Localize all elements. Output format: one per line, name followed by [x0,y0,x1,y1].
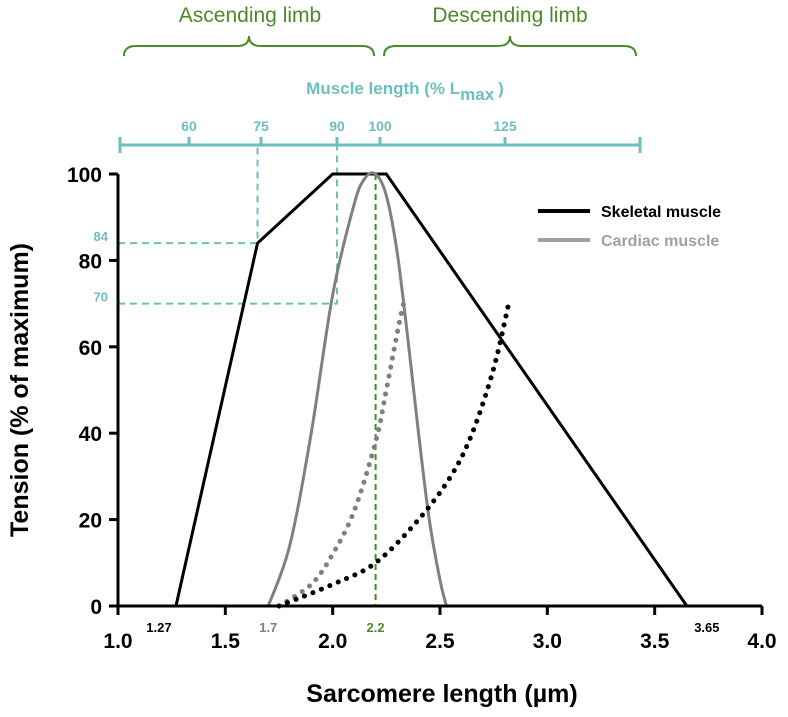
limb-braces: Ascending limb Descending limb [123,4,637,57]
legend-label: Skeletal muscle [601,204,721,221]
y-annotation-label: 84 [94,229,109,244]
top-tick-label: 60 [181,118,197,134]
guide-lines [118,145,338,305]
top-tick-label: 125 [493,118,517,134]
x-tick-label: 1.5 [211,630,241,653]
top-axis-title-subscript: max [460,85,495,104]
legend: Skeletal muscle Cardiac muscle [538,204,721,250]
x-tick-label: 1.0 [103,630,132,653]
y-axis-title: Tension (% of maximum) [6,243,34,537]
x-tick-label: 2.5 [425,630,455,653]
x-annotation-label: 2.2 [367,620,385,635]
y-tick-label: 60 [79,337,102,360]
y-tick-label: 40 [79,423,102,446]
x-annotation-label: 1.27 [146,620,171,635]
guide-line [118,145,259,245]
axes: 1.0 1.5 2.0 2.5 3.0 3.5 4.0 0 20 40 60 80 100 1.27 1… [67,164,777,653]
guide-line [118,145,338,305]
top-tick-label: 90 [329,118,345,134]
top-axis-title-prefix: Muscle length (% L [306,79,460,98]
x-annotation-label: 3.65 [694,620,719,635]
y-tick-label: 20 [79,510,102,533]
x-tick-label: 3.0 [533,630,562,653]
x-tick-label: 2.0 [318,630,347,653]
top-tick-label: 75 [253,118,269,134]
top-axis-title: Muscle length (% Lmax) [306,79,504,104]
ascending-limb-label: Ascending limb [179,4,321,27]
legend-label: Cardiac muscle [601,233,719,250]
descending-limb-label: Descending limb [432,4,587,27]
passive-tension-curve [276,301,512,609]
cardiac-muscle-line [266,171,448,607]
top-axis-title-suffix: ) [498,79,504,98]
skeletal-muscle-line [174,172,689,607]
x-tick-label: 3.5 [640,630,670,653]
x-axis-title: Sarcomere length (µm) [306,680,577,708]
ascending-limb-brace [123,35,375,57]
descending-limb-brace [383,35,637,57]
y-tick-label: 100 [67,164,102,187]
top-tick-label: 100 [368,118,392,134]
x-annotation-label: 1.7 [259,620,277,635]
x-tick-label: 4.0 [747,630,776,653]
passive-tension-curve [276,301,407,609]
y-tick-label: 0 [90,596,102,619]
series-group [174,171,689,609]
y-annotation-label: 70 [94,290,108,305]
y-tick-label: 80 [79,250,102,273]
top-axis: Muscle length (% Lmax) 60 75 90 100 125 [118,79,642,153]
